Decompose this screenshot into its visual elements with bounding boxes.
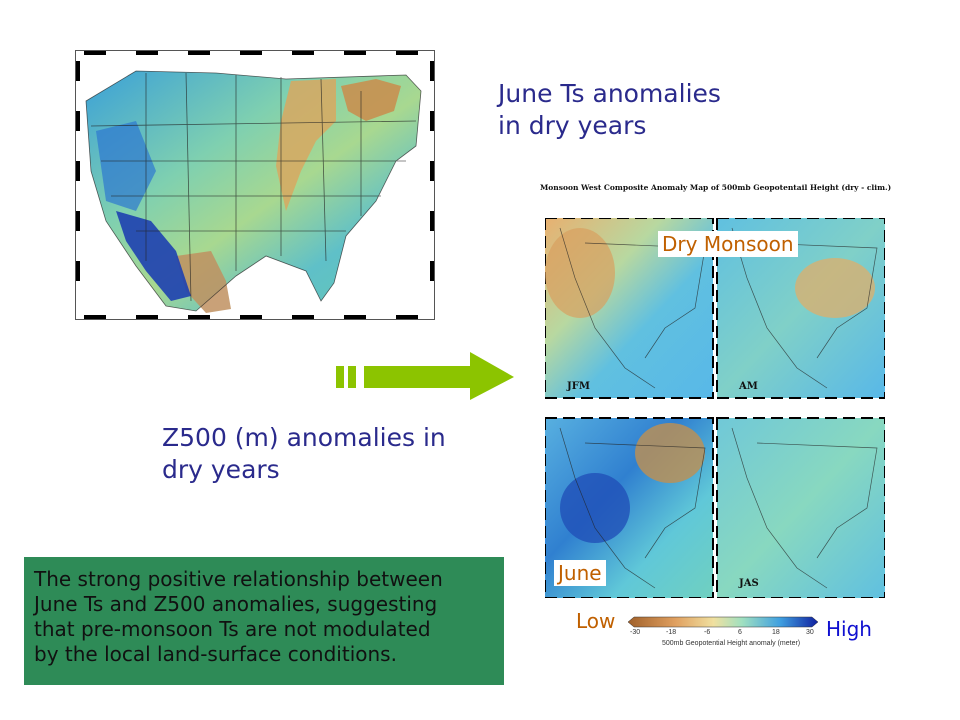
dry-monsoon-callout: Dry Monsoon xyxy=(658,231,798,257)
panel-jfm xyxy=(544,217,714,399)
colorbar-tick-5: 30 xyxy=(806,629,814,636)
colorbar: Low -30 -18 -6 6 18 30 500mb Geopotentia… xyxy=(576,605,886,655)
info-line-4: by the local land-surface conditions. xyxy=(34,642,397,666)
panel-jas xyxy=(716,417,886,599)
composite-panels-graphic xyxy=(544,217,886,599)
panel-june xyxy=(544,417,714,599)
z500-title-line2: dry years xyxy=(162,455,280,484)
ts-anomaly-map-graphic xyxy=(76,51,434,319)
colorbar-tick-3: 6 xyxy=(738,629,742,636)
colorbar-tick-4: 18 xyxy=(772,629,780,636)
june-ts-title-line2: in dry years xyxy=(498,111,647,140)
colorbar-gradient xyxy=(628,616,818,628)
june-callout: June xyxy=(554,560,606,586)
composite-title: Monsoon West Composite Anomaly Map of 50… xyxy=(540,183,892,192)
arrow-icon xyxy=(336,352,514,400)
composite-panels: JFM AM JAS xyxy=(544,217,886,599)
colorbar-low-label: Low xyxy=(576,609,616,633)
arrow xyxy=(336,350,516,406)
june-ts-title: June Ts anomalies in dry years xyxy=(498,78,798,142)
ts-anomaly-map xyxy=(75,50,435,320)
info-line-2: June Ts and Z500 anomalies, suggesting xyxy=(34,592,438,616)
panel-label-jas: JAS xyxy=(739,578,759,589)
panel-label-am: AM xyxy=(739,381,758,392)
info-line-3: that pre-monsoon Ts are not modulated xyxy=(34,617,431,641)
panel-label-jfm: JFM xyxy=(567,381,590,392)
colorbar-high-label: High xyxy=(826,617,872,641)
z500-title-line1: Z500 (m) anomalies in xyxy=(162,423,446,452)
z500-title: Z500 (m) anomalies in dry years xyxy=(162,422,492,486)
colorbar-tick-0: -30 xyxy=(630,629,641,636)
info-line-1: The strong positive relationship between xyxy=(34,567,443,591)
colorbar-tick-2: -6 xyxy=(704,629,711,636)
info-box: The strong positive relationship between… xyxy=(24,557,504,685)
june-ts-title-line1: June Ts anomalies xyxy=(498,79,721,108)
colorbar-caption: 500mb Geopotential Height anomaly (meter… xyxy=(662,640,801,647)
colorbar-tick-1: -18 xyxy=(666,629,677,636)
panel-am xyxy=(716,217,886,399)
